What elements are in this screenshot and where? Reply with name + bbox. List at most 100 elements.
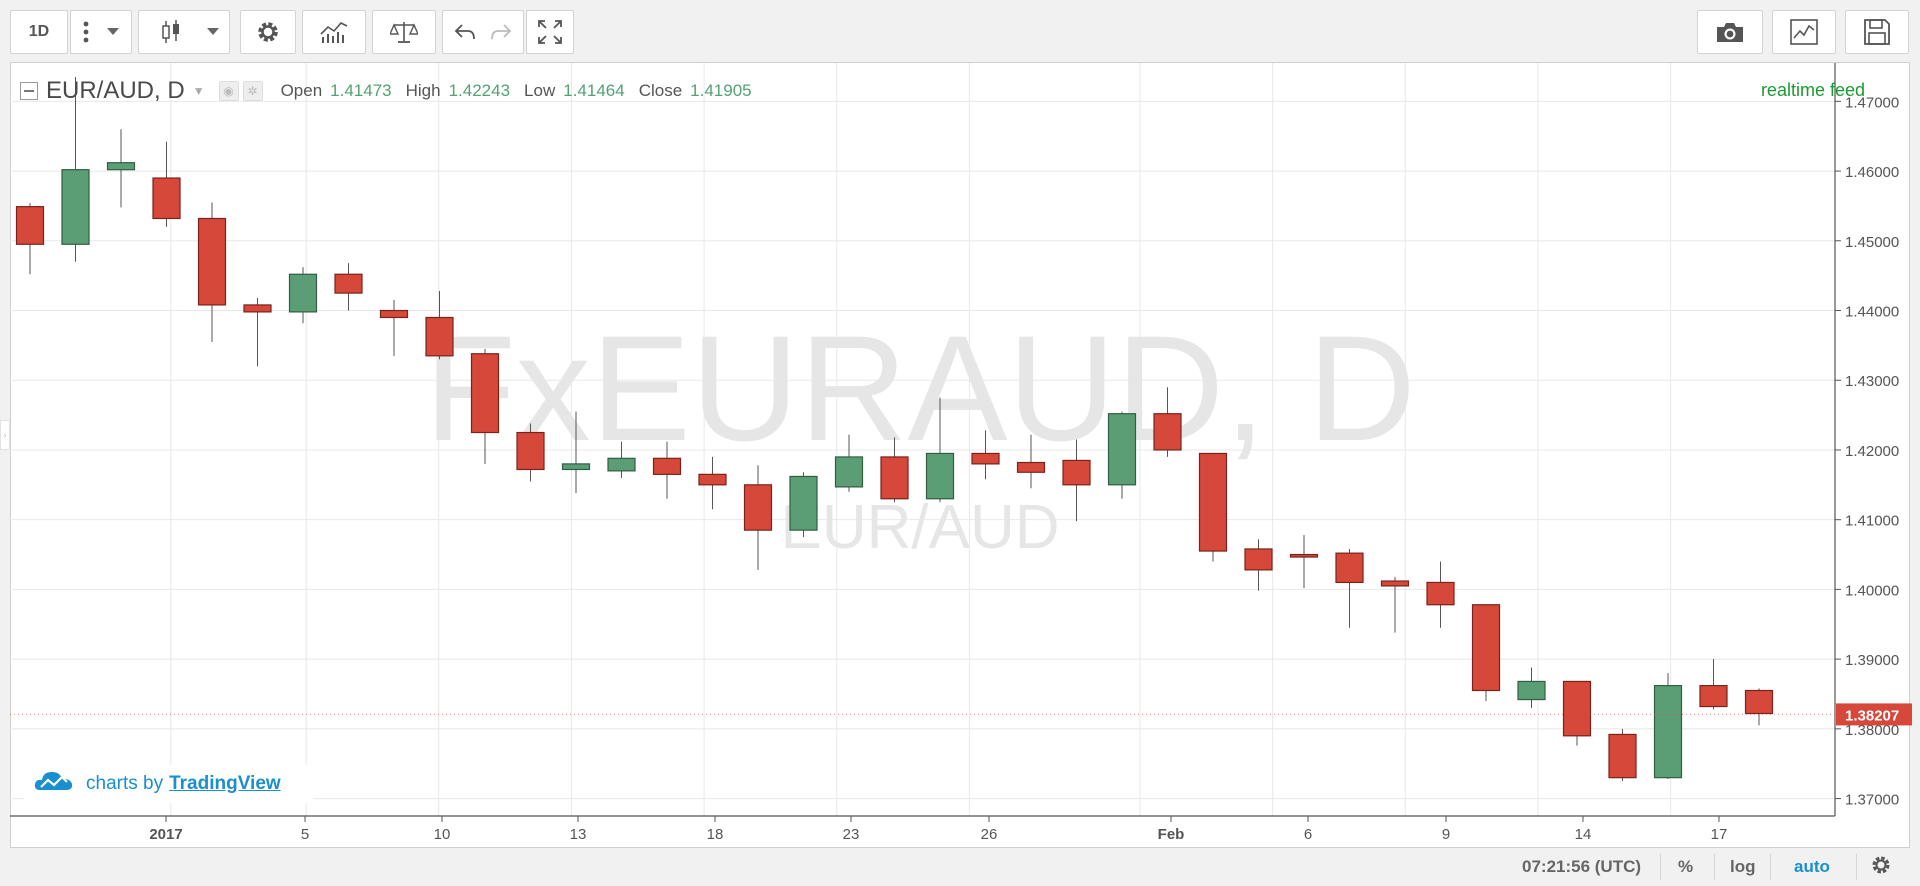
y-tick-label: 1.42000 [1845, 443, 1899, 460]
candlestick-chart[interactable]: 1.47000 1.46000 1.45000 1.44000 1.43000 1.420… [0, 0, 1920, 848]
candle-body [1289, 553, 1319, 558]
scale-settings-button[interactable] [1870, 848, 1892, 886]
chart-templates-button[interactable] [1772, 10, 1836, 54]
y-tick-label: 1.37000 [1845, 792, 1899, 809]
candle-body [152, 177, 181, 220]
top-toolbar: 1D [0, 0, 1920, 62]
candle-body [1426, 581, 1455, 606]
symbol-label[interactable]: EUR/AUD, D [46, 77, 185, 104]
y-tick-label: 1.47000 [1845, 94, 1899, 111]
candle-body [197, 217, 227, 306]
x-tick-label: 5 [301, 826, 309, 843]
candle-body [1562, 680, 1592, 737]
interval-button[interactable]: 1D [10, 10, 68, 54]
snapshot-button[interactable] [1697, 10, 1763, 54]
eye-icon[interactable]: ◉ [218, 81, 239, 101]
candle-body [61, 169, 90, 245]
last-price-badge [1836, 703, 1912, 726]
collapse-legend-button[interactable] [20, 82, 38, 100]
candle-body [789, 475, 818, 531]
auto-scale-toggle[interactable]: auto [1794, 857, 1830, 876]
candle-body [1107, 413, 1137, 486]
y-tick-label: 1.45000 [1845, 234, 1899, 251]
undo-icon[interactable] [454, 23, 476, 41]
candle-body [971, 452, 1000, 465]
candle-body [1608, 733, 1637, 779]
candle-body [106, 162, 136, 171]
tradingview-link[interactable]: TradingView [169, 773, 281, 794]
x-tick-label: 18 [707, 826, 724, 843]
save-button[interactable] [1845, 10, 1909, 54]
indicators-button[interactable] [302, 10, 366, 54]
line-chart-icon [1790, 19, 1818, 45]
candle-body [243, 304, 272, 313]
gear-icon [1870, 854, 1892, 881]
x-tick-label: 23 [843, 826, 860, 843]
candle-body [834, 456, 864, 488]
undo-redo-group [442, 10, 524, 54]
left-panel-handle[interactable]: › [0, 420, 10, 450]
y-tick-label: 1.41000 [1845, 513, 1899, 530]
candle-body [288, 273, 318, 313]
candle-body [425, 316, 454, 357]
candle-body [698, 473, 727, 486]
y-tick-label: 1.46000 [1845, 164, 1899, 181]
candle-body [743, 484, 773, 531]
fullscreen-button[interactable] [526, 10, 574, 54]
candle-body [1016, 461, 1046, 473]
more-menu-button[interactable] [70, 10, 132, 54]
candle-body [470, 353, 500, 434]
credit-prefix: charts by [86, 773, 164, 794]
candle-body [1653, 685, 1683, 779]
series-legend: EUR/AUD, D ▼ ◉ ✲ Open 1.41473 High 1.422… [20, 77, 752, 104]
bottom-status-bar: 07:21:56 (UTC) % log auto [0, 848, 1920, 886]
open-label: Open [280, 81, 323, 100]
chevron-down-icon[interactable]: ▼ [192, 84, 205, 98]
tradingview-cloud-icon [34, 768, 74, 800]
gear-icon [255, 19, 281, 45]
settings-button[interactable] [240, 10, 296, 54]
candle-body [516, 431, 545, 471]
x-tick-label: 26 [981, 826, 998, 843]
candle-body [1744, 689, 1774, 715]
compare-button[interactable] [372, 10, 436, 54]
y-tick-label: 1.44000 [1845, 304, 1899, 321]
low-label: Low [524, 81, 556, 100]
candle-body [1517, 680, 1546, 701]
candle-body [1380, 580, 1410, 587]
x-tick-label: Feb [1158, 826, 1185, 843]
y-tick-label: 1.40000 [1845, 582, 1899, 599]
candle-body [1335, 552, 1364, 584]
x-tick-label: 9 [1442, 826, 1450, 843]
candle-body [1062, 459, 1091, 486]
candle-body [880, 456, 909, 500]
expand-icon [537, 19, 563, 45]
candle-body [607, 457, 636, 472]
chevron-down-icon [107, 28, 119, 36]
redo-icon[interactable] [490, 23, 512, 41]
x-tick-label: 17 [1711, 826, 1728, 843]
gear-icon[interactable]: ✲ [242, 81, 263, 101]
close-label: Close [638, 81, 683, 100]
candles-icon [161, 19, 181, 45]
high-label: High [405, 81, 441, 100]
candle-body [15, 206, 45, 245]
vertical-dots-icon [83, 21, 89, 43]
candle-body [652, 457, 682, 475]
y-tick-label: 1.38000 [1845, 722, 1899, 739]
high-value: 1.42243 [448, 81, 511, 100]
watermark-main: FxEURAUD, D [424, 304, 1416, 472]
chart-style-button[interactable] [138, 10, 230, 54]
watermark-sub: EUR/AUD [780, 493, 1059, 562]
chart-pane[interactable] [10, 62, 1910, 848]
scales-icon [390, 20, 418, 44]
percent-scale-toggle[interactable]: % [1678, 857, 1694, 876]
realtime-feed-label: realtime feed [1760, 80, 1865, 100]
candle-body [1244, 548, 1273, 571]
tradingview-credit[interactable]: charts by TradingView [24, 765, 314, 803]
y-tick-label: 1.43000 [1845, 373, 1899, 390]
candle-body [1471, 604, 1501, 692]
candle-body [925, 452, 955, 500]
indicators-icon [319, 20, 349, 44]
log-scale-toggle[interactable]: log [1730, 857, 1756, 876]
